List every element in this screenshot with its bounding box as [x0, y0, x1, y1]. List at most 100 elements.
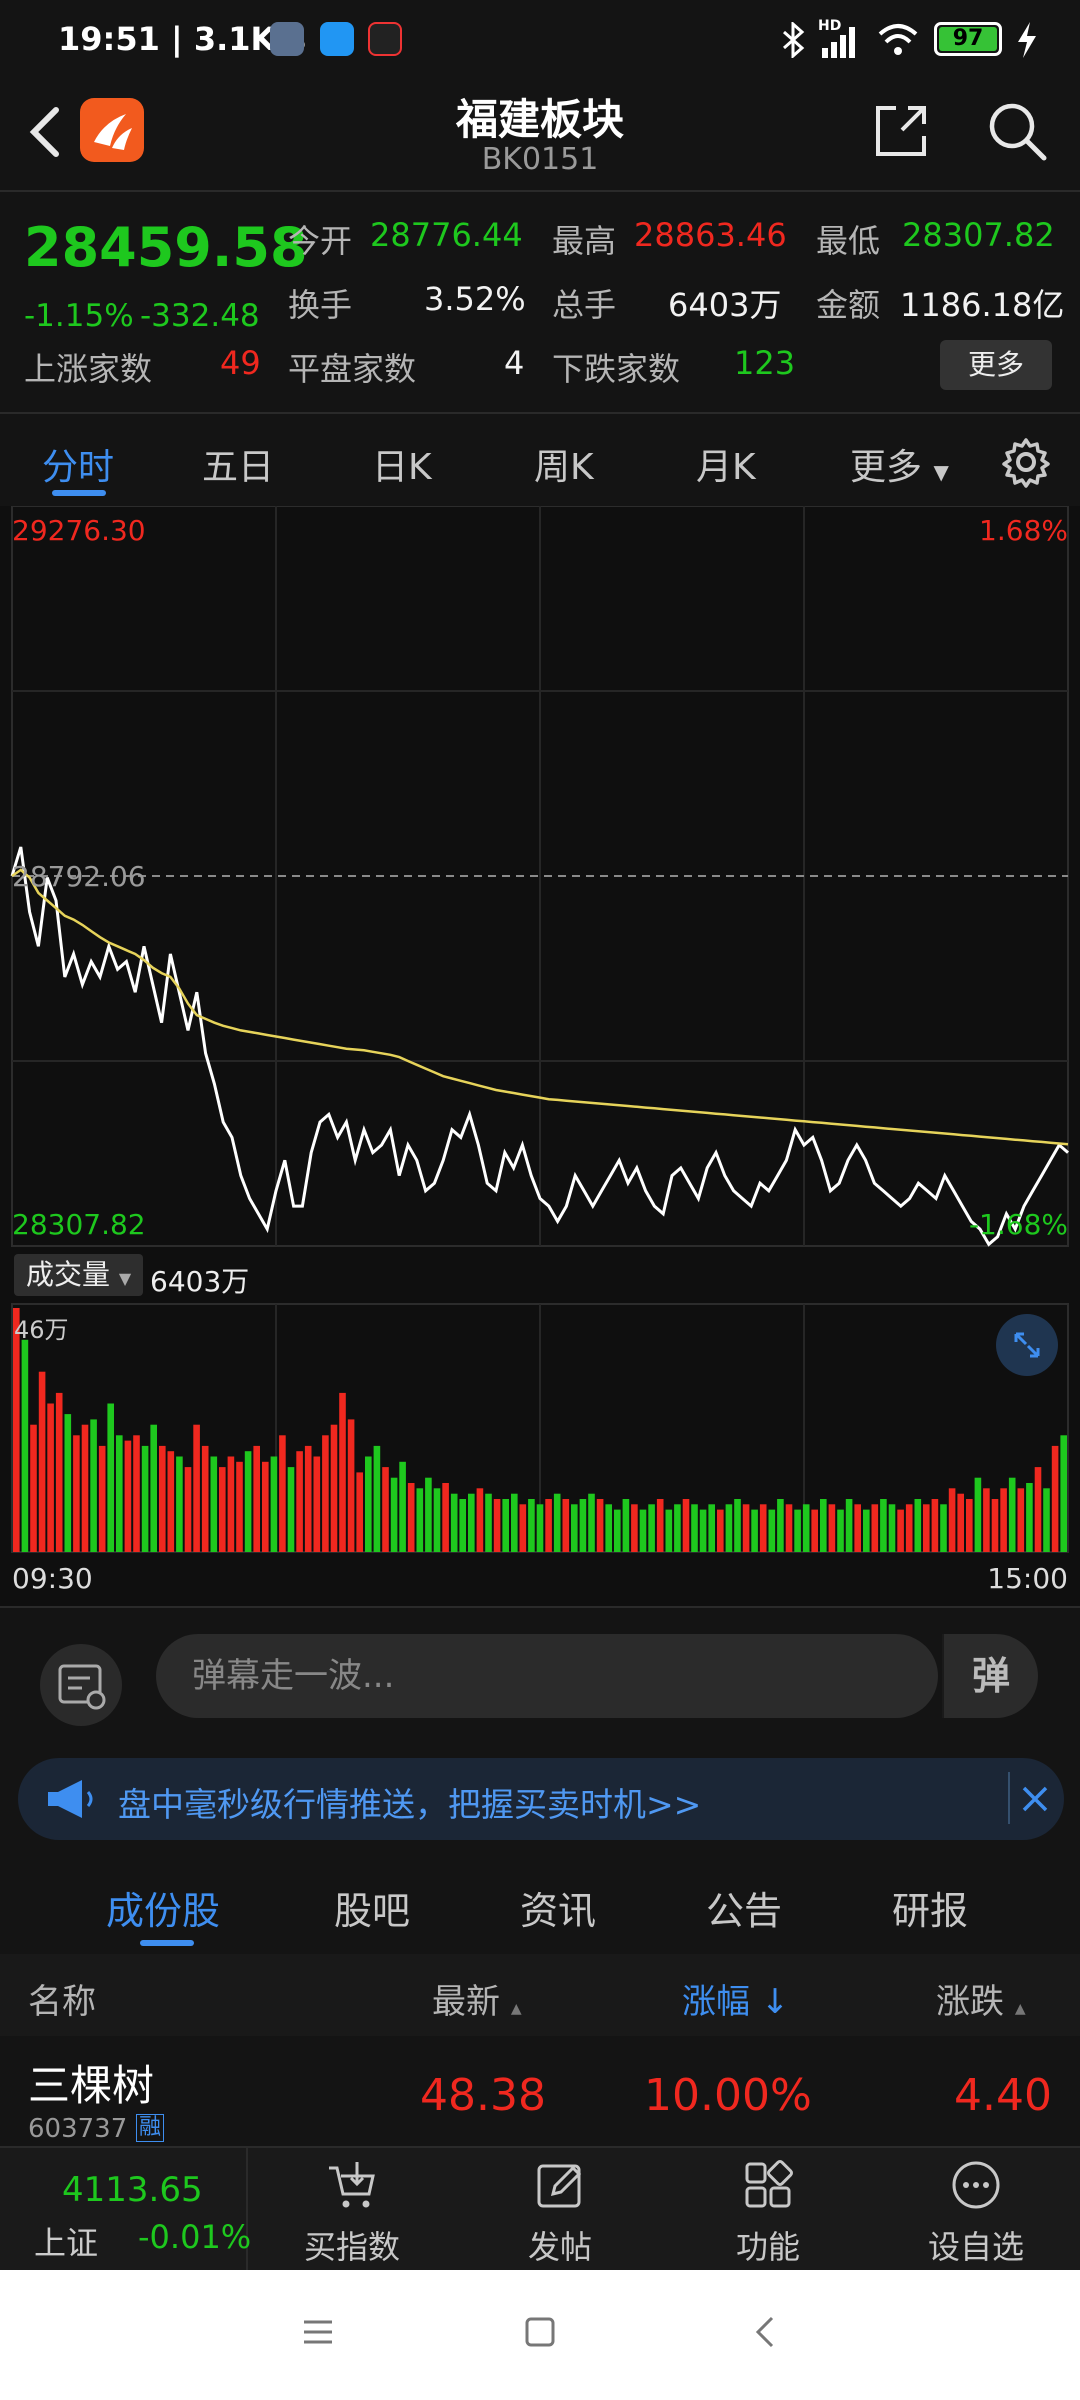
down-count-label: 下跌家数 — [552, 350, 681, 388]
gear-icon[interactable] — [1000, 436, 1052, 488]
volume-bar — [304, 1445, 312, 1552]
danmaku-input[interactable]: 弹幕走一波... — [156, 1634, 938, 1718]
tab-news[interactable]: 资讯 — [520, 1889, 597, 1933]
volume-bar — [751, 1509, 758, 1552]
tab-announcements[interactable]: 公告 — [706, 1889, 783, 1933]
x-end-label: 15:00 — [987, 1562, 1068, 1595]
volume-bar — [579, 1499, 587, 1552]
close-icon — [1022, 1786, 1048, 1812]
volume-bar — [244, 1451, 252, 1552]
signal-hd-label: HD — [818, 18, 842, 34]
tab-five-day[interactable]: 五日 — [202, 447, 275, 488]
system-navigation-bar — [0, 2270, 1080, 2400]
tab-monthly-k[interactable]: 月K — [696, 447, 756, 488]
col-change-pct[interactable]: 涨幅 ↓ — [682, 1974, 789, 2023]
volume-max-label: 46万 — [14, 1316, 69, 1344]
comments-list-button[interactable] — [40, 1644, 122, 1726]
turnover-value: 3.52% — [424, 280, 526, 318]
current-price: 28459.58 — [24, 216, 308, 279]
quote-more-button[interactable]: 更多 — [940, 340, 1052, 390]
volume-bar — [957, 1493, 964, 1552]
col-change[interactable]: 涨跌 ▲ — [936, 1974, 1026, 2023]
stock-name: 三棵树 — [28, 2061, 155, 2110]
volume-bar — [553, 1493, 561, 1552]
tab-research[interactable]: 研报 — [892, 1889, 969, 1933]
menu-icon[interactable] — [300, 2314, 336, 2350]
edit-icon — [537, 2164, 582, 2208]
nav-buy-index[interactable]: 买指数 — [262, 2158, 442, 2268]
volume-bar — [708, 1504, 715, 1552]
nav-functions[interactable]: 功能 — [678, 2158, 858, 2268]
header-divider — [0, 190, 1080, 192]
tab-constituents[interactable]: 成份股 — [106, 1889, 221, 1933]
volume-indicator-label: 成交量 — [26, 1258, 111, 1291]
average-price-line — [11, 868, 1069, 1146]
expand-chart-button[interactable] — [996, 1314, 1058, 1376]
volume-bar — [536, 1504, 544, 1552]
volume-bar — [519, 1504, 527, 1552]
promo-banner[interactable]: 盘中毫秒级行情推送，把握买卖时机>> — [18, 1758, 1064, 1840]
volume-bar — [184, 1467, 192, 1552]
back-icon[interactable] — [22, 100, 70, 164]
volume-bar — [734, 1499, 741, 1552]
open-value: 28776.44 — [370, 216, 523, 254]
danmaku-toggle-button[interactable]: 弹 — [942, 1634, 1038, 1718]
volume-bar — [450, 1493, 458, 1552]
nav-buy-index-label: 买指数 — [303, 2228, 400, 2266]
volume-bar — [279, 1435, 286, 1552]
volume-bar — [493, 1499, 501, 1552]
volume-label: 总手 — [552, 286, 617, 324]
chevron-down-icon: ▼ — [933, 460, 949, 484]
nav-add-watchlist[interactable]: 设自选 — [886, 2158, 1066, 2268]
volume-bar — [983, 1488, 990, 1552]
y-max-label: 29276.30 — [12, 514, 146, 547]
volume-bar — [159, 1445, 166, 1552]
logo-mark-icon — [94, 114, 132, 150]
volume-bar — [854, 1504, 861, 1552]
tab-daily-k[interactable]: 日K — [372, 447, 432, 488]
volume-bar — [13, 1308, 20, 1552]
battery-level: 97 — [952, 26, 984, 51]
index-ticker[interactable]: 4113.65 上证 -0.01% — [0, 2148, 251, 2270]
volume-bar — [777, 1499, 784, 1552]
volume-bar — [330, 1424, 338, 1552]
x-start-label: 09:30 — [12, 1562, 93, 1595]
tab-intraday[interactable]: 分时 — [42, 447, 115, 488]
volume-bar — [596, 1499, 604, 1552]
volume-bar — [837, 1509, 844, 1552]
comments-list-icon — [58, 1664, 106, 1710]
volume-bar — [656, 1499, 664, 1552]
volume-bar — [485, 1493, 492, 1552]
volume-bar — [21, 1339, 29, 1552]
volume-bar — [98, 1445, 106, 1552]
signal-icon — [822, 27, 855, 58]
share-icon[interactable] — [872, 102, 930, 160]
volume-bar — [759, 1504, 767, 1552]
volume-bar — [210, 1456, 218, 1552]
intraday-chart[interactable]: 29276.30 1.68% 28792.06 28307.82 -1.68% … — [0, 506, 1080, 1606]
open-label: 今开 — [288, 222, 353, 260]
volume-indicator-selector[interactable]: 成交量 ▼ — [14, 1254, 144, 1296]
volume-bar — [648, 1504, 655, 1552]
volume-bar — [682, 1499, 690, 1552]
volume-bar — [476, 1488, 484, 1552]
back-nav-icon[interactable] — [748, 2314, 784, 2350]
volume-bar — [691, 1504, 698, 1552]
volume-bar — [674, 1504, 681, 1552]
tab-more[interactable]: 更多 ▼ — [850, 438, 949, 490]
table-row[interactable]: 三棵树 603737 融 48.38 10.00% 4.40 — [0, 2036, 1080, 2146]
tab-forum[interactable]: 股吧 — [334, 1889, 411, 1933]
promo-close-button[interactable] — [1008, 1772, 1052, 1824]
volume-bar — [923, 1504, 930, 1552]
col-latest[interactable]: 最新 ▲ — [432, 1974, 522, 2023]
volume-bar — [459, 1499, 466, 1552]
tab-weekly-k[interactable]: 周K — [534, 447, 594, 488]
volume-bar — [55, 1392, 63, 1552]
charging-icon — [1018, 22, 1036, 58]
home-icon[interactable] — [522, 2314, 558, 2350]
nav-post[interactable]: 发帖 — [470, 2158, 650, 2268]
search-icon[interactable] — [986, 100, 1048, 162]
bottom-toolbar: 4113.65 上证 -0.01% 买指数 发帖 功能 设自选 — [0, 2146, 1080, 2270]
chart-canvas — [0, 506, 1080, 1606]
volume-bar — [639, 1509, 647, 1552]
